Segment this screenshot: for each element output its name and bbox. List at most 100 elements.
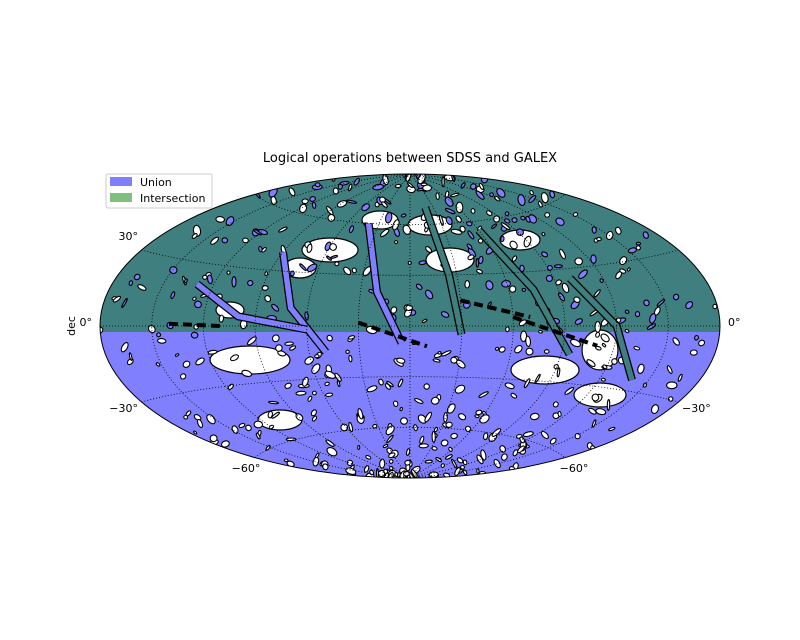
coverage-patch	[529, 189, 534, 196]
coverage-patch	[586, 359, 596, 368]
coverage-patch	[182, 360, 191, 368]
coverage-patch	[340, 423, 349, 432]
coverage-patch	[698, 339, 706, 347]
coverage-patch	[553, 264, 563, 269]
coverage-patch	[334, 372, 342, 382]
coverage-patch	[382, 443, 389, 449]
coverage-patch	[611, 358, 618, 365]
coverage-patch	[435, 456, 443, 463]
coverage-patch	[231, 425, 239, 434]
coverage-patch	[406, 182, 414, 189]
coverage-patch	[656, 298, 666, 307]
coverage-patch	[202, 274, 208, 280]
coverage-patch	[445, 216, 453, 226]
coverage-patch	[544, 212, 551, 218]
coverage-patch	[378, 378, 384, 386]
coverage-patch	[133, 273, 141, 281]
coverage-patch	[420, 182, 428, 187]
coverage-patch	[570, 338, 581, 348]
coverage-patch	[247, 279, 254, 287]
coverage-patch	[351, 267, 357, 274]
coverage-patch	[455, 215, 462, 223]
coverage-patch	[423, 383, 430, 390]
coverage-patch	[194, 300, 202, 309]
coverage-patch	[504, 211, 510, 217]
coverage-patch	[431, 430, 436, 443]
coverage-patch	[590, 254, 597, 264]
coverage-patch	[448, 446, 453, 453]
coverage-patch	[255, 432, 261, 440]
coverage-patch	[396, 357, 406, 364]
coverage-patch	[390, 306, 398, 314]
chart-title: Logical operations between SDSS and GALE…	[263, 151, 557, 166]
coverage-patch	[309, 196, 316, 202]
map-boundary	[99, 173, 721, 479]
coverage-patch	[444, 196, 454, 207]
coverage-patch	[593, 289, 601, 298]
coverage-patch	[509, 285, 517, 293]
coverage-patch	[478, 182, 485, 190]
coverage-patch	[525, 347, 534, 356]
coverage-patch	[600, 333, 610, 343]
graticule-parallel	[141, 249, 679, 276]
coverage-patch	[121, 297, 128, 309]
coverage-patch	[365, 454, 372, 460]
coverage-patch	[433, 426, 439, 433]
coverage-patch	[493, 215, 501, 223]
coverage-patch	[264, 271, 269, 277]
coverage-patch	[446, 403, 456, 414]
coverage-patch	[120, 342, 129, 353]
coverage-patch	[242, 237, 249, 244]
coverage-patch	[128, 280, 134, 286]
coverage-patch	[557, 410, 562, 417]
coverage-patch	[672, 337, 680, 346]
coverage-patch	[624, 309, 630, 314]
coverage-patch	[591, 419, 597, 428]
coverage-patch	[460, 182, 466, 189]
coverage-patch	[470, 208, 476, 214]
coverage-patch	[504, 382, 515, 390]
coverage-patch	[608, 426, 616, 432]
coverage-patch	[712, 303, 718, 310]
coverage-patch	[523, 378, 531, 389]
coverage-patch	[184, 278, 188, 284]
coverage-patch	[646, 323, 657, 330]
coverage-patch	[314, 354, 320, 359]
survey-stripe	[280, 251, 329, 354]
coverage-patch	[440, 439, 449, 447]
coverage-patch	[600, 377, 606, 382]
coverage-gap	[510, 355, 580, 385]
coverage-patch	[693, 335, 700, 341]
coverage-patch	[538, 329, 543, 334]
coverage-patch	[424, 289, 434, 300]
coverage-patch	[345, 467, 357, 475]
coverage-patch	[191, 233, 198, 239]
coverage-patch	[578, 269, 588, 279]
coverage-patch	[666, 365, 673, 375]
coverage-patch	[399, 406, 403, 412]
coverage-patch	[326, 334, 333, 342]
coverage-patch	[475, 257, 480, 268]
coverage-patch	[380, 228, 390, 238]
coverage-gap	[301, 237, 359, 263]
coverage-patch	[689, 349, 698, 356]
coverage-patch	[514, 345, 523, 354]
coverage-patch	[574, 318, 583, 325]
coverage-patch	[301, 198, 309, 205]
coverage-patch	[475, 190, 485, 200]
coverage-patch	[394, 183, 402, 189]
coverage-patch	[588, 407, 597, 415]
coverage-patch	[193, 430, 198, 435]
coverage-patch	[206, 274, 213, 285]
coverage-patch	[450, 228, 463, 235]
coverage-patch	[476, 454, 484, 465]
coverage-patch	[440, 311, 450, 318]
coverage-patch	[549, 437, 557, 445]
coverage-patch	[499, 445, 507, 453]
coverage-patch	[450, 432, 458, 440]
coverage-patch	[363, 465, 370, 473]
graticule-meridian	[409, 174, 669, 478]
survey-track	[357, 320, 428, 349]
xtick-label-bottom-left: −60°	[232, 462, 261, 475]
coverage-patch	[209, 434, 218, 443]
